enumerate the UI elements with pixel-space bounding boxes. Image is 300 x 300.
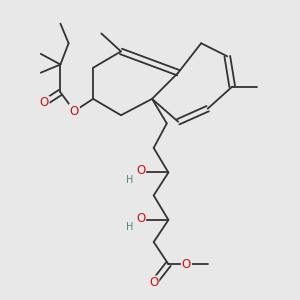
Text: O: O <box>182 258 191 271</box>
Text: O: O <box>136 212 145 225</box>
Text: O: O <box>149 276 158 290</box>
Text: O: O <box>39 97 49 110</box>
Text: H: H <box>126 175 134 185</box>
Text: O: O <box>70 105 79 118</box>
Text: O: O <box>136 164 145 177</box>
Text: H: H <box>126 222 134 232</box>
